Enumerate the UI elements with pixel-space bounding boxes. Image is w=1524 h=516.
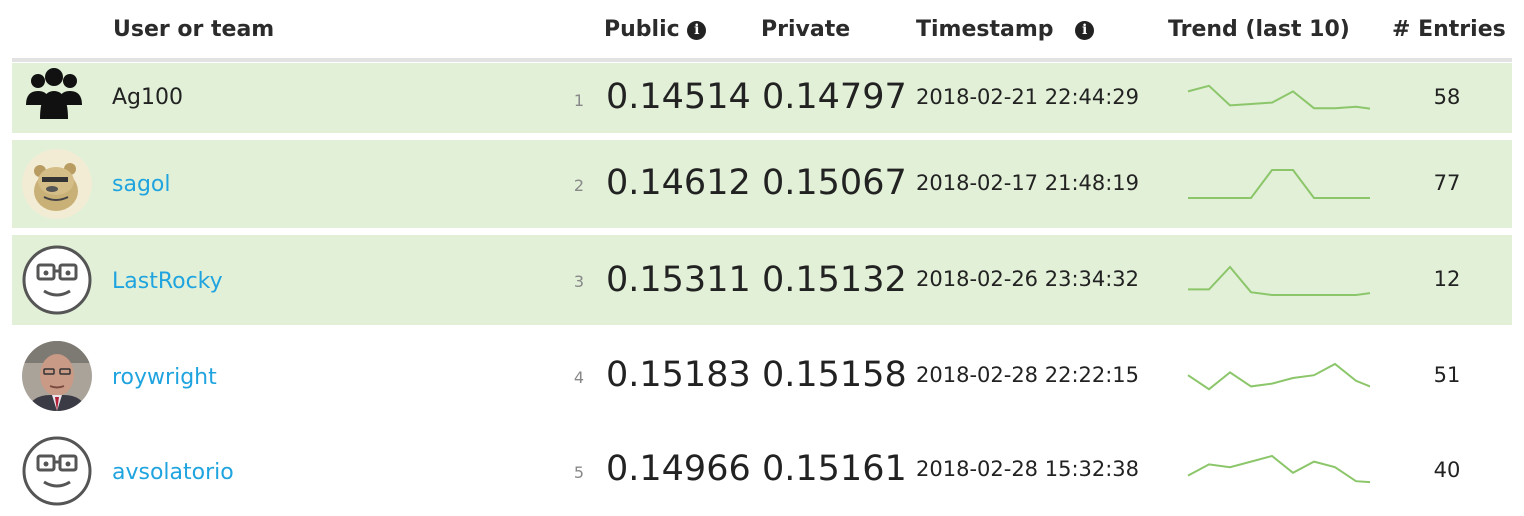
public-score: 0.14514 — [606, 77, 751, 117]
timestamp: 2018-02-21 22:44:29 — [916, 85, 1140, 109]
trend-sparkline — [1188, 265, 1370, 296]
header-divider — [12, 58, 1512, 62]
user-name-link[interactable]: sagol — [112, 172, 171, 197]
leaderboard-row[interactable]: LastRocky 3 0.15311 0.15132 2018-02-26 2… — [12, 235, 1512, 325]
entries-count: 40 — [1433, 458, 1461, 482]
info-icon[interactable]: i — [687, 21, 707, 40]
leaderboard-row[interactable]: avsolatorio 5 0.14966 0.15161 2018-02-28… — [12, 427, 1512, 516]
trend-sparkline — [1187, 362, 1370, 391]
user-name-link[interactable]: LastRocky — [112, 269, 223, 294]
user-name-link[interactable]: avsolatorio — [112, 460, 234, 485]
timestamp: 2018-02-28 15:32:38 — [916, 457, 1140, 481]
team-icon — [24, 63, 84, 123]
rank: 2 — [573, 176, 584, 195]
timestamp: 2018-02-28 22:22:15 — [916, 363, 1140, 387]
header-public[interactable]: Public i — [604, 17, 707, 42]
default-face-avatar[interactable] — [22, 245, 92, 315]
header-public-label: Public — [604, 17, 680, 42]
private-score: 0.15161 — [762, 449, 907, 489]
trend-sparkline — [1187, 84, 1370, 110]
leaderboard-row[interactable]: Ag100 1 0.14514 0.14797 2018-02-21 22:44… — [12, 63, 1512, 133]
public-score: 0.15311 — [606, 260, 751, 300]
entries-count: 51 — [1433, 363, 1461, 387]
public-score: 0.14966 — [606, 449, 751, 489]
public-score: 0.15183 — [606, 355, 751, 395]
bear-avatar[interactable] — [22, 149, 92, 219]
timestamp: 2018-02-17 21:48:19 — [916, 171, 1140, 195]
rank: 3 — [573, 272, 584, 291]
photo-avatar[interactable] — [22, 341, 92, 411]
user-name-link[interactable]: roywright — [112, 365, 217, 390]
trend-sparkline — [1187, 454, 1370, 484]
leaderboard-row[interactable]: sagol 2 0.14612 0.15067 2018-02-17 21:48… — [12, 140, 1512, 228]
header-entries[interactable]: # Entries — [1392, 17, 1506, 42]
rank: 1 — [573, 91, 584, 110]
info-icon[interactable]: i — [1075, 21, 1095, 40]
header-trend[interactable]: Trend (last 10) — [1168, 17, 1350, 42]
private-score: 0.15132 — [762, 260, 907, 300]
rank: 5 — [573, 463, 584, 482]
entries-count: 58 — [1433, 85, 1461, 109]
entries-count: 77 — [1433, 171, 1461, 195]
private-score: 0.15158 — [762, 355, 907, 395]
header-user-or-team[interactable]: User or team — [113, 17, 275, 42]
entries-count: 12 — [1433, 267, 1461, 291]
public-score: 0.14612 — [606, 163, 751, 203]
private-score: 0.15067 — [762, 163, 907, 203]
team-name: Ag100 — [112, 85, 184, 110]
private-score: 0.14797 — [762, 77, 907, 117]
timestamp: 2018-02-26 23:34:32 — [916, 267, 1140, 291]
default-face-avatar[interactable] — [22, 436, 92, 506]
header-private[interactable]: Private — [761, 17, 851, 42]
header-timestamp[interactable]: Timestamp i — [916, 17, 1095, 42]
leaderboard-row[interactable]: roywright 4 0.15183 0.15158 2018-02-28 2… — [12, 332, 1512, 420]
rank: 4 — [573, 368, 584, 387]
header-timestamp-label: Timestamp — [916, 17, 1054, 42]
trend-sparkline — [1188, 169, 1370, 199]
